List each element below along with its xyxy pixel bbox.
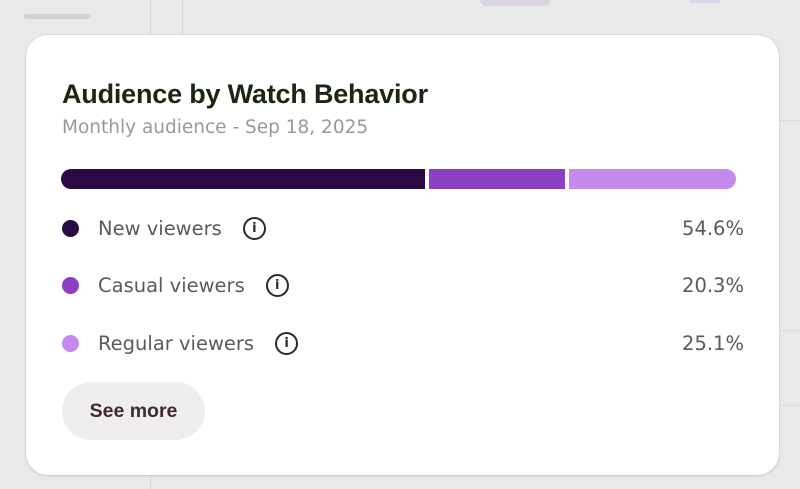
bar-segment-casual-viewers bbox=[429, 169, 565, 189]
legend-value: 54.6% bbox=[682, 216, 744, 240]
audience-watch-behavior-card: Audience by Watch Behavior Monthly audie… bbox=[26, 35, 779, 475]
legend-row: Casual viewers i 20.3% bbox=[62, 270, 744, 300]
legend-label: Casual viewers bbox=[98, 273, 245, 297]
legend-row: Regular viewers i 25.1% bbox=[62, 328, 744, 358]
legend-label: New viewers bbox=[98, 216, 222, 240]
card-subtitle: Monthly audience - Sep 18, 2025 bbox=[62, 117, 369, 138]
background-shape bbox=[480, 0, 550, 6]
legend-label: Regular viewers bbox=[98, 331, 255, 355]
background-divider bbox=[780, 405, 800, 406]
legend-value: 20.3% bbox=[682, 273, 744, 297]
info-icon[interactable]: i bbox=[265, 273, 289, 297]
background-bar bbox=[24, 14, 90, 19]
legend-swatch bbox=[62, 219, 79, 237]
bar-segment-regular-viewers bbox=[568, 169, 736, 189]
background-divider bbox=[182, 0, 183, 40]
background-divider bbox=[780, 330, 800, 331]
legend-row: New viewers i 54.6% bbox=[62, 213, 744, 243]
stacked-bar-chart bbox=[61, 169, 736, 189]
legend-value: 25.1% bbox=[682, 331, 744, 355]
info-icon[interactable]: i bbox=[242, 216, 266, 240]
bar-segment-new-viewers bbox=[61, 169, 426, 189]
legend-swatch bbox=[62, 334, 79, 352]
background-divider bbox=[780, 120, 800, 121]
legend-swatch bbox=[62, 276, 79, 294]
info-icon[interactable]: i bbox=[275, 331, 299, 355]
card-title: Audience by Watch Behavior bbox=[62, 79, 428, 109]
background-shape bbox=[690, 0, 720, 3]
see-more-button[interactable]: See more bbox=[62, 382, 205, 440]
